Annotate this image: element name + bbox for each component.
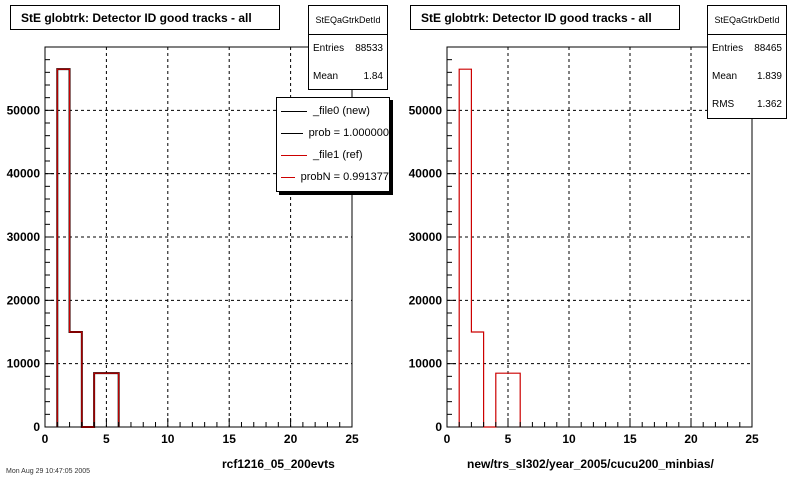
chart-title-left: StE globtrk: Detector ID good tracks - a…	[10, 5, 280, 30]
y-tick-label: 30000	[409, 230, 443, 244]
stats-row-entries: Entries 88465	[708, 35, 786, 63]
stats-value: 1.839	[756, 71, 782, 82]
y-tick-label: 10000	[409, 357, 443, 371]
stats-value: 88533	[355, 43, 383, 54]
legend-swatch	[281, 110, 307, 112]
y-tick-label: 40000	[409, 167, 443, 181]
x-tick-label: 5	[505, 432, 512, 446]
y-tick-label: 20000	[409, 293, 443, 307]
legend-label: prob = 1.000000	[308, 127, 389, 139]
y-tick-label: 0	[33, 420, 40, 434]
stats-value: 1.362	[756, 99, 782, 110]
histogram-bar	[94, 373, 106, 427]
stats-title: StEQaGtrkDetId	[309, 6, 387, 35]
stats-label: RMS	[712, 99, 735, 110]
x-tick-label: 25	[345, 432, 359, 446]
legend-swatch	[281, 154, 307, 156]
x-tick-label: 10	[161, 432, 175, 446]
stats-label: Entries	[712, 43, 744, 54]
histogram-bar	[471, 332, 483, 427]
stats-row-entries: Entries 88533	[309, 35, 387, 63]
y-tick-label: 10000	[7, 357, 41, 371]
legend-label: _file0 (new)	[313, 105, 370, 117]
stats-row-mean: Mean 1.84	[309, 63, 387, 91]
x-tick-label: 0	[42, 432, 49, 446]
legend-entry: prob = 1.000000	[277, 122, 389, 144]
stats-box-left: StEQaGtrkDetId Entries 88533 Mean 1.84	[308, 5, 388, 90]
y-tick-label: 50000	[409, 103, 443, 117]
legend-label: probN = 0.991377	[300, 171, 389, 183]
stats-label: Mean	[712, 71, 738, 82]
footer-timestamp: Mon Aug 29 10:47:05 2005	[6, 468, 91, 475]
chart-title-right: StE globtrk: Detector ID good tracks - a…	[410, 5, 680, 30]
stats-value: 1.84	[363, 71, 383, 82]
stats-title: StEQaGtrkDetId	[708, 6, 786, 35]
legend: _file0 (new) prob = 1.000000 _file1 (ref…	[276, 97, 390, 192]
legend-entry: _file1 (ref)	[277, 144, 389, 166]
histogram-bar	[106, 373, 118, 427]
legend-entry: probN = 0.991377	[277, 166, 389, 188]
histogram-bar	[508, 373, 520, 427]
stats-label: Mean	[313, 71, 339, 82]
stats-box-right: StEQaGtrkDetId Entries 88465 Mean 1.839 …	[707, 5, 787, 119]
y-tick-label: 50000	[7, 103, 41, 117]
histogram-bar	[70, 332, 82, 427]
x-tick-label: 20	[284, 432, 298, 446]
x-tick-label: 10	[562, 432, 576, 446]
y-tick-label: 0	[435, 420, 442, 434]
legend-swatch	[281, 132, 303, 134]
legend-swatch	[281, 176, 295, 178]
stats-value: 88465	[754, 43, 782, 54]
x-axis-title-right: new/trs_sl302/year_2005/cucu200_minbias/	[467, 457, 714, 471]
stats-row-mean: Mean 1.839	[708, 63, 786, 91]
x-tick-label: 5	[103, 432, 110, 446]
histogram-bar	[496, 373, 508, 427]
stats-label: Entries	[313, 43, 345, 54]
x-tick-label: 25	[745, 432, 759, 446]
x-tick-label: 15	[623, 432, 637, 446]
legend-label: _file1 (ref)	[313, 149, 363, 161]
x-tick-label: 20	[684, 432, 698, 446]
x-axis-title-left: rcf1216_05_200evts	[222, 457, 335, 471]
y-tick-label: 20000	[7, 293, 41, 307]
x-tick-label: 15	[223, 432, 237, 446]
y-tick-label: 40000	[7, 167, 41, 181]
legend-entry: _file0 (new)	[277, 100, 389, 122]
stats-row-rms: RMS 1.362	[708, 91, 786, 119]
x-tick-label: 0	[444, 432, 451, 446]
histogram-bar	[57, 69, 69, 427]
y-tick-label: 30000	[7, 230, 41, 244]
histogram-bar	[459, 69, 471, 427]
